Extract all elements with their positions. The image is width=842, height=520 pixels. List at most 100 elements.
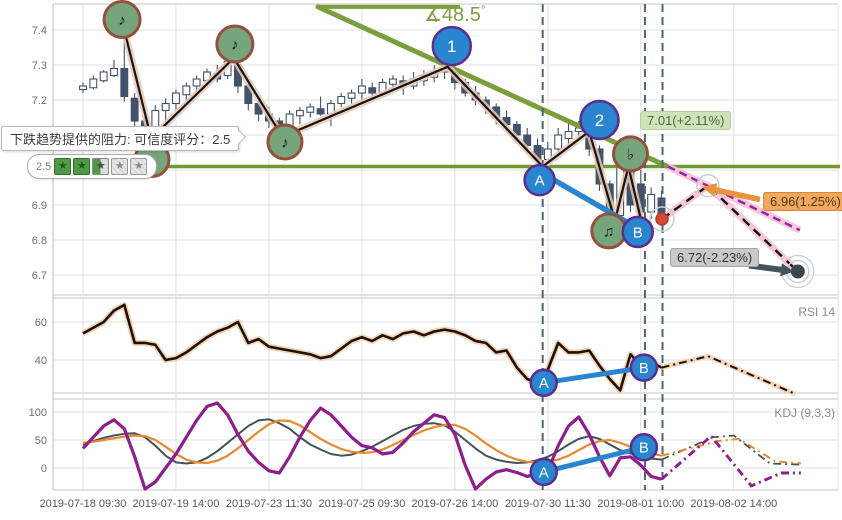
candle-body[interactable] [110, 67, 118, 77]
music-note-marker-label: ♫ [603, 223, 614, 240]
candle-body[interactable] [306, 106, 315, 113]
kdj-point-a-marker-label: A [539, 464, 549, 481]
candle-body[interactable] [79, 85, 87, 91]
orange-arrow-shaft [715, 187, 761, 203]
trend-tooltip-text: 下跌趋势提供的阻力: 可信度评分：2.5 [10, 132, 231, 147]
x-axis-label: 2019-07-26 14:00 [411, 498, 498, 510]
halo-ring [649, 206, 675, 232]
music-note-marker-circle[interactable] [102, 0, 142, 39]
x-axis-label: 2019-08-02 14:00 [690, 498, 777, 510]
candle-body[interactable] [647, 193, 656, 213]
rsi-point-a-marker-label: A [539, 375, 549, 392]
wave-2-marker[interactable]: 2 [579, 99, 620, 141]
music-note-marker[interactable]: ♪ [266, 123, 304, 161]
candle-body[interactable] [99, 71, 108, 82]
candle-body[interactable] [316, 108, 325, 115]
candle-body[interactable] [172, 92, 180, 105]
wave-2-marker-circle[interactable] [579, 99, 620, 141]
candle-body[interactable] [161, 102, 170, 112]
kdj-axis-label: 50 [35, 435, 47, 447]
x-axis-label: 2019-08-01 10:00 [597, 498, 684, 510]
price-target-down-label[interactable]: 6.72(-2.23%) [670, 248, 760, 267]
rsi-point-a-marker-circle[interactable] [529, 368, 558, 398]
rsi-point-b-marker-label: B [639, 360, 649, 377]
kdj-j-projection [660, 434, 801, 488]
kdj-point-b-marker[interactable]: B [629, 433, 659, 462]
candle-body[interactable] [564, 130, 573, 140]
kdj-axis-label: 0 [41, 463, 47, 475]
y-axis-label: 7.3 [32, 60, 47, 72]
candle-body[interactable] [388, 78, 397, 85]
rsi-ab-line[interactable] [541, 365, 647, 386]
candle-body[interactable] [89, 78, 98, 89]
rsi-panel-title: RSI 14 [798, 305, 835, 319]
kdj-point-a-marker[interactable]: A [529, 457, 558, 487]
x-axis-label: 2019-07-25 09:30 [318, 498, 405, 510]
candle-body[interactable] [192, 78, 201, 87]
orange-arrow-head-icon [702, 183, 718, 197]
candle-body[interactable] [130, 97, 139, 122]
point-a-marker-circle[interactable] [523, 163, 556, 197]
last-price-dot[interactable] [655, 212, 669, 226]
kdj-d-line [82, 419, 662, 465]
candle-body[interactable] [368, 87, 377, 94]
music-note-marker-circle[interactable] [611, 135, 649, 173]
point-b-marker-label: B [633, 224, 643, 241]
confidence-rating-badge[interactable]: 2.5 ★ ★ ★ ★ ★ [27, 154, 158, 179]
wave-1-marker[interactable]: 1 [431, 25, 473, 67]
y-axis-label: 6.8 [32, 235, 47, 247]
rsi-point-b-marker[interactable]: B [629, 353, 659, 382]
target-down-dot[interactable] [790, 264, 805, 279]
music-note-marker[interactable]: ♪ [215, 24, 255, 64]
music-note-marker-circle[interactable] [215, 24, 255, 64]
trend-tooltip: 下跌趋势提供的阻力: 可信度评分：2.5 [1, 126, 240, 151]
music-note-marker[interactable]: ♪ [102, 0, 142, 39]
point-a-marker-label: A [535, 173, 545, 190]
kdj-k-projection [661, 434, 801, 466]
rating-stars: ★ ★ ★ ★ ★ [54, 158, 148, 175]
music-note-marker-label: ♪ [231, 36, 239, 53]
wave-1-marker-circle[interactable] [431, 25, 473, 67]
price-target-up-label[interactable]: 7.01(+2.11%) [640, 111, 732, 130]
halo-ring [696, 174, 720, 198]
point-b-marker[interactable]: B [621, 215, 654, 249]
candle-body[interactable] [347, 92, 356, 99]
candle-body[interactable] [182, 85, 191, 96]
rsi-point-b-marker-circle[interactable] [629, 353, 659, 382]
music-note-marker[interactable]: ♫ [590, 212, 628, 250]
rating-star-icon: ★ [73, 158, 91, 175]
y-axis-label: 6.7 [32, 270, 47, 282]
downtrend-line[interactable] [315, 4, 671, 169]
wave-2-marker-label: 2 [595, 111, 604, 130]
music-note-marker[interactable]: ♭ [611, 135, 649, 173]
price-target-mid-label[interactable]: 6.96(1.25%) [763, 192, 842, 211]
rsi-point-a-marker[interactable]: A [529, 368, 558, 398]
candle-body[interactable] [554, 134, 563, 150]
point-b-marker-circle[interactable] [621, 215, 654, 249]
y-axis-label: 7.4 [32, 25, 47, 37]
candle-body[interactable] [120, 67, 129, 98]
kdj-point-b-marker-circle[interactable] [629, 433, 659, 462]
music-note-marker-label: ♪ [118, 12, 126, 29]
y-axis-label: 6.9 [32, 200, 47, 212]
kdj-point-a-marker-circle[interactable] [529, 457, 558, 487]
rsi-axis-label: 60 [35, 317, 47, 329]
trendline-angle-label: ∡48.5° [424, 2, 486, 27]
rating-star-icon: ★ [92, 158, 110, 175]
rating-star-icon: ★ [130, 158, 148, 175]
trend-projection-dashed [667, 165, 801, 232]
rating-star-icon: ★ [54, 158, 72, 175]
kdj-ab-line[interactable] [541, 444, 647, 475]
point-a-marker[interactable]: A [523, 163, 556, 197]
x-axis-label: 2019-07-30 11:30 [505, 498, 591, 510]
candle-body[interactable] [337, 95, 346, 105]
music-note-marker-label: ♭ [627, 146, 634, 163]
rsi-axis-label: 40 [35, 355, 47, 367]
candle-body[interactable] [295, 109, 304, 117]
candle-body[interactable] [357, 85, 366, 94]
music-note-marker-circle[interactable] [266, 123, 304, 161]
angle-value: ∡48.5 [424, 4, 481, 26]
rating-star-icon: ★ [111, 158, 129, 175]
